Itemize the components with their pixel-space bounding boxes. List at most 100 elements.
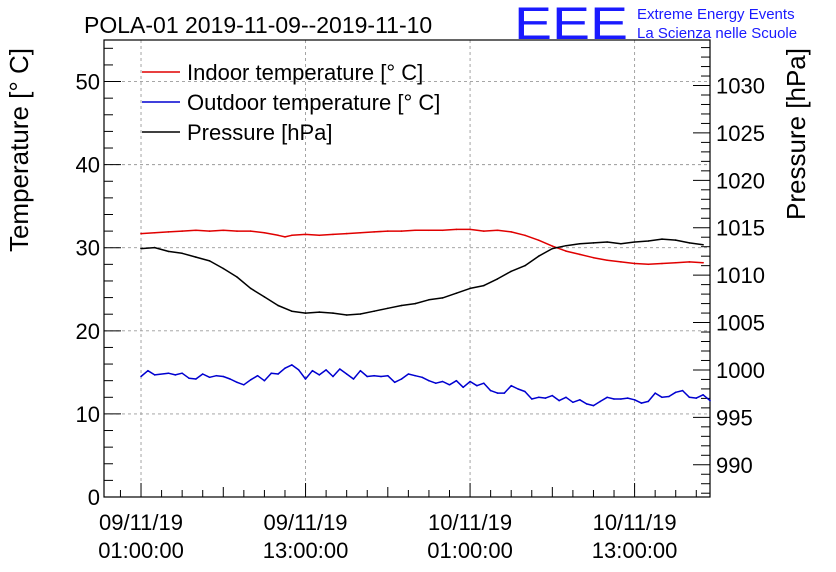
series-1-point [517,388,519,390]
series-2-point [414,302,417,305]
y-left-tick-label: 10 [76,402,100,427]
series-1-point [441,380,444,383]
series-1-point [599,400,602,403]
series-1-point [428,379,430,382]
series-2-point [277,304,279,307]
series-2-point [140,247,142,250]
series-0-point [414,229,417,232]
y-left-tick-label: 30 [76,236,100,261]
series-1-point [654,392,656,394]
x-tick-label-time: 01:00:00 [427,538,513,563]
series-1-point [592,404,595,407]
series-1-point [256,374,259,377]
y-right-tick-label: 1020 [716,168,765,193]
series-1-point [709,399,711,402]
series-2-point [483,284,485,287]
series-2-point [236,276,238,278]
series-0-point [222,229,225,232]
y-right-tick-label: 1030 [716,74,765,99]
legend-label-0: Indoor temperature [° C] [187,60,423,85]
series-1-point [661,396,663,399]
y-right-tick-label: 1005 [716,311,765,336]
y-left-tick-label: 40 [76,153,100,178]
x-tick-label-date: 10/11/19 [428,510,512,535]
eee-logo-line2: La Scienza nelle Scuole [637,25,797,42]
series-0-point [195,229,197,232]
y-right-tick-label: 995 [716,405,753,430]
series-2-point [153,246,156,249]
series-0-point [359,232,362,234]
series-0-point [579,253,581,256]
series-1-point [400,378,403,380]
series-0-point [620,261,622,263]
series-1-point [387,374,389,377]
series-1-point [537,396,540,399]
series-0-point [304,233,307,236]
series-0-point [510,231,512,233]
series-1-point [421,376,423,379]
series-1-point [208,376,211,379]
legend-label-2: Pressure [hPa] [187,120,333,145]
series-0-point [688,261,691,263]
series-2-point [428,299,430,301]
x-tick-label-time: 13:00:00 [592,538,678,563]
series-1-point [249,379,252,381]
series-0-point [263,232,266,234]
y-left-tick-label: 50 [76,70,100,95]
y-axis-right-title: Pressure [hPa] [781,48,811,220]
eee-logo: EEE Extreme Energy Events La Scienza nel… [514,0,797,49]
series-1-point [565,396,567,399]
series-1-point [674,391,677,394]
series-2-point [510,270,512,273]
series-0-point [441,229,444,232]
series-1-point [167,372,170,375]
series-1-point [311,369,314,372]
series-1-point [393,381,396,384]
eee-logo-line1: Extreme Energy Events [637,6,795,23]
series-1-point [585,403,588,405]
series-2-point [620,243,622,245]
series-2-point [195,256,197,258]
series-0-point [674,261,677,264]
plot-frame [103,39,711,498]
series-1-point [284,367,286,370]
series-1-point [215,374,218,377]
series-2-point [332,312,334,314]
series-0-point [153,232,156,234]
series-2-point [524,264,526,267]
series-2-point [400,304,403,307]
series-2-point [373,310,375,313]
series-1-point [236,381,238,384]
series-1-point [551,394,554,397]
series-1-point [476,384,478,387]
series-2-point [606,241,608,243]
series-1-point [140,375,142,378]
series-2-point [318,311,321,313]
series-1-point [407,373,410,375]
series-1-point [613,398,615,400]
series-1-point [153,374,156,376]
series-2-point [345,314,348,316]
series-1-point [359,369,362,372]
series-2-point [263,296,266,298]
series-1-point [147,369,149,372]
series-1-point [201,373,204,375]
series-1-point [524,390,526,393]
series-1-point [277,373,279,375]
series-1-point [510,384,512,387]
series-2-point [455,292,458,295]
series-2-point [359,313,362,315]
series-1-point [606,396,608,399]
series-1-point [668,395,670,398]
series-2-point [661,238,663,240]
series-0-point [496,229,499,232]
series-2-point [579,243,581,245]
series-1-point [304,378,307,380]
series-0-point [551,245,554,247]
series-2-point [387,307,389,310]
series-0-point [428,229,430,232]
series-0-point [483,230,485,232]
y-right-tick-label: 1025 [716,121,765,146]
series-1-point [222,375,225,378]
